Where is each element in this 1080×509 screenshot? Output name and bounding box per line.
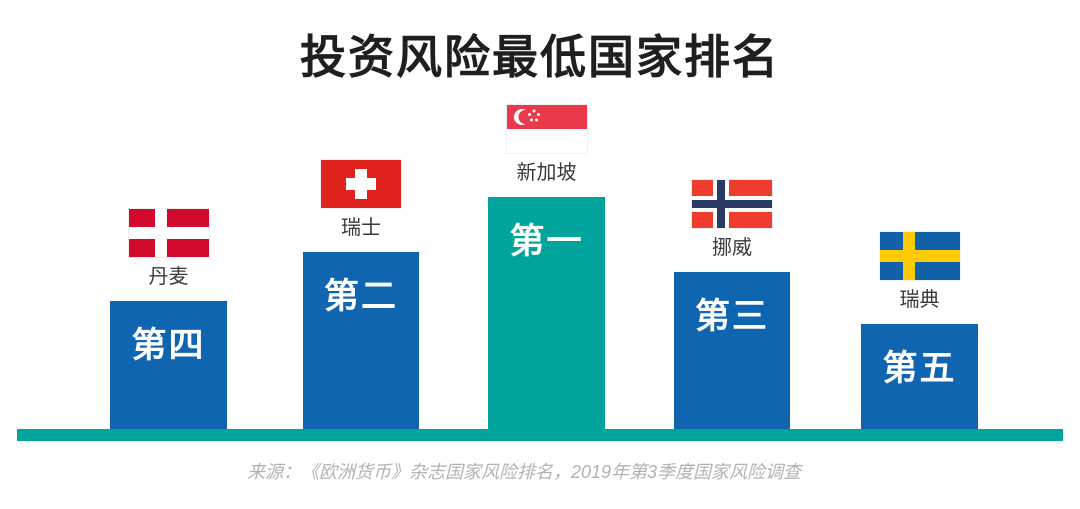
country-label: 瑞士 xyxy=(341,217,381,239)
rank-label: 第一 xyxy=(509,222,584,261)
country-label: 瑞典 xyxy=(899,289,940,311)
source-note: 来源：《欧洲货币》杂志国家风险排名，2019年第3季度国家风险调查 xyxy=(246,462,802,482)
rank-label: 第四 xyxy=(131,326,206,365)
country-column-singapore: 新加坡 第一 xyxy=(488,105,605,429)
norway-flag-icon xyxy=(692,180,772,228)
country-column-norway: 挪威 第三 xyxy=(674,180,790,429)
country-label: 丹麦 xyxy=(148,266,189,288)
country-column-denmark: 丹麦 第四 xyxy=(110,209,227,429)
baseline-strip xyxy=(17,429,1063,441)
country-column-switzerland: 瑞士 第二 xyxy=(303,160,419,429)
rank-bar-denmark: 第四 xyxy=(110,301,227,429)
rank-bar-singapore: 第一 xyxy=(488,197,605,429)
rank-label: 第二 xyxy=(323,277,398,316)
country-label: 新加坡 xyxy=(516,162,577,184)
rank-bar-switzerland: 第二 xyxy=(303,252,419,429)
chart-title: 投资风险最低国家排名 xyxy=(300,31,780,83)
rank-bar-norway: 第三 xyxy=(674,272,790,429)
sweden-flag-icon xyxy=(879,232,960,280)
country-column-sweden: 瑞典 第五 xyxy=(861,232,978,429)
rank-label: 第三 xyxy=(694,297,769,336)
denmark-flag-icon xyxy=(128,209,209,257)
rank-label: 第五 xyxy=(882,349,957,388)
singapore-flag-icon xyxy=(506,105,587,153)
rank-bar-sweden: 第五 xyxy=(861,324,978,429)
country-label: 挪威 xyxy=(712,237,752,259)
switzerland-flag-icon xyxy=(321,160,401,208)
